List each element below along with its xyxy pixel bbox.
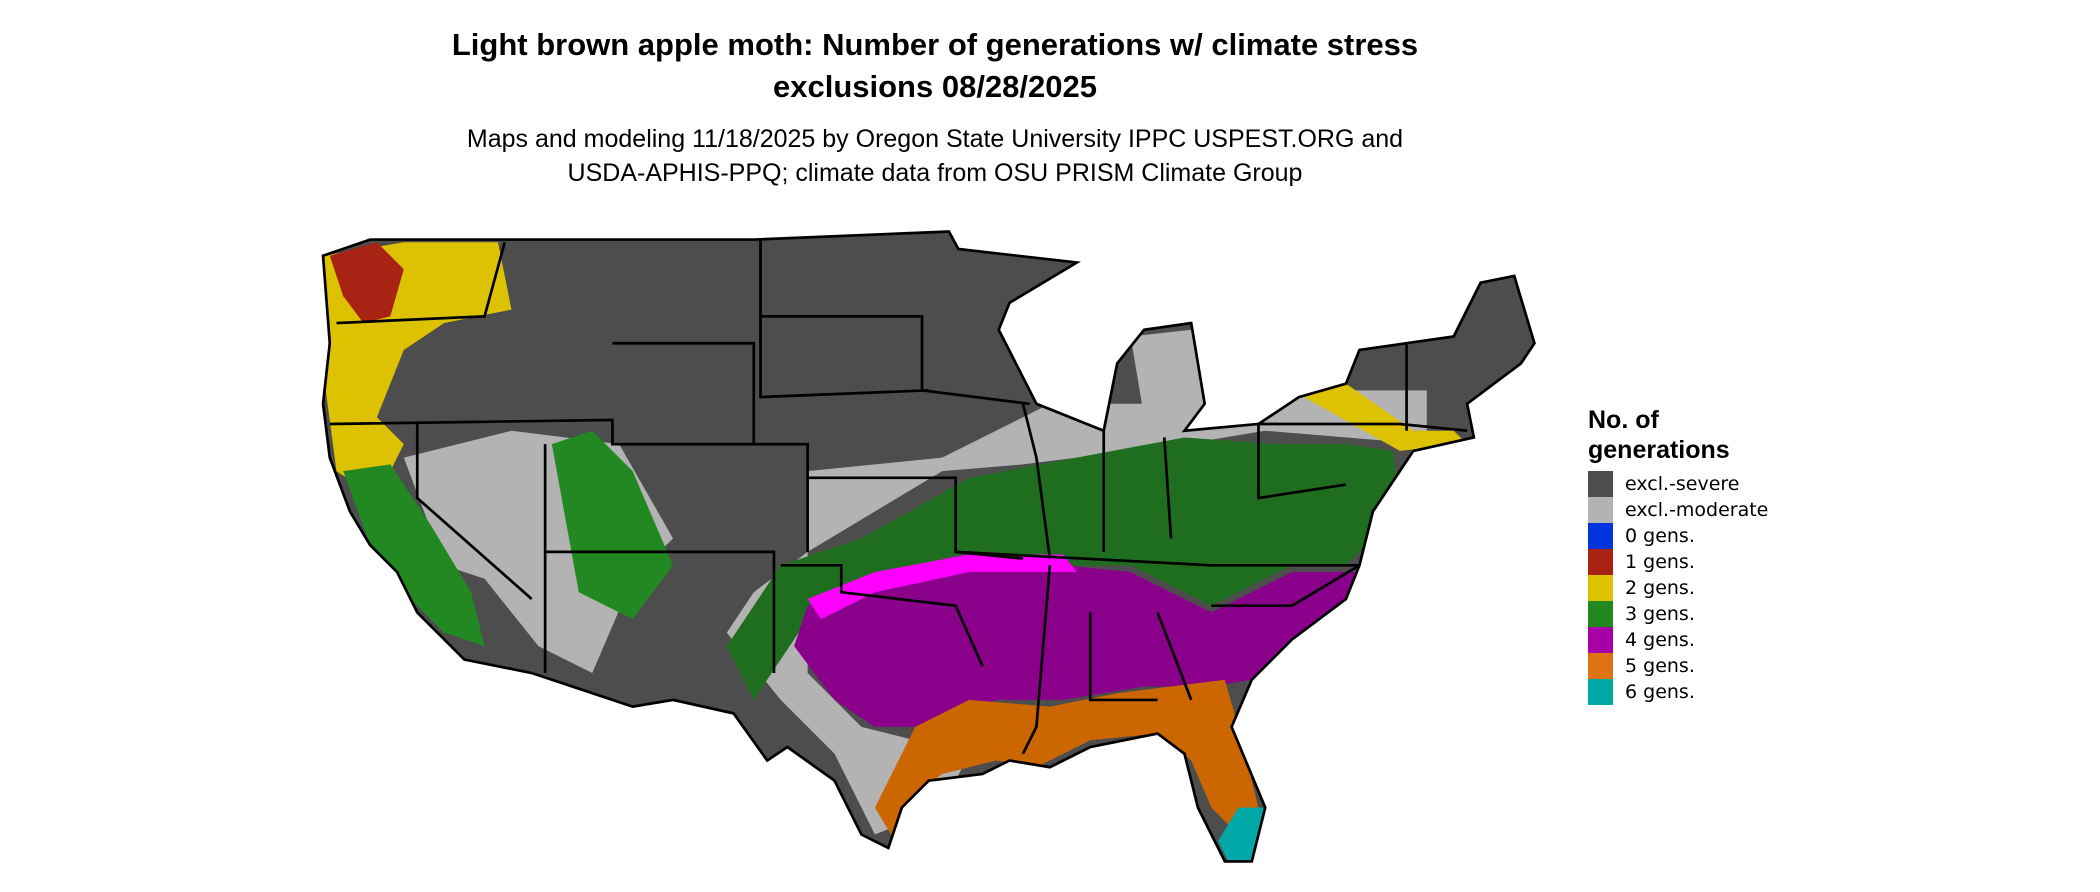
legend-swatch (1588, 601, 1613, 627)
region-4-gens-southeast (794, 558, 1367, 727)
legend-label: 3 gens. (1625, 603, 1695, 625)
region-excl-moderate-plains (726, 390, 1427, 835)
region-5-gens-gulf (874, 679, 1259, 842)
us-border (321, 230, 1536, 863)
region-1-gens-cascades (329, 242, 404, 324)
legend-label: excl.-severe (1625, 473, 1740, 495)
legend-item: excl.-severe (1588, 471, 1768, 497)
legend-title: No. of generations (1588, 405, 1768, 465)
legend-label: 4 gens. (1625, 629, 1695, 651)
legend: No. of generations excl.-severe excl.-mod… (1588, 405, 1768, 705)
legend-label: 6 gens. (1625, 681, 1695, 703)
region-3-gens-utah-az (551, 430, 673, 620)
legend-item: 1 gens. (1588, 549, 1768, 575)
legend-label: 2 gens. (1625, 577, 1695, 599)
chart-subtitle-line-2: USDA-APHIS-PPQ; climate data from OSU PR… (567, 159, 1303, 187)
legend-item: excl.-moderate (1588, 497, 1768, 523)
legend-swatch (1588, 549, 1613, 575)
legend-item: 5 gens. (1588, 653, 1768, 679)
legend-items: excl.-severe excl.-moderate 0 gens. 1 gens.… (1588, 471, 1768, 705)
legend-label: excl.-moderate (1625, 499, 1769, 521)
chart-title-line-1: Light brown apple moth: Number of genera… (451, 27, 1419, 62)
chart-subtitle-line-1: Maps and modeling 11/18/2025 by Oregon S… (466, 125, 1404, 153)
legend-swatch (1588, 627, 1613, 653)
region-3-gens-central (726, 437, 1400, 700)
region-2-gens-northeast (1292, 383, 1468, 451)
legend-title-line-1: No. of (1588, 406, 1659, 434)
region-3-gens-california (343, 464, 485, 647)
legend-label: 1 gens. (1625, 551, 1695, 573)
legend-item: 0 gens. (1588, 523, 1768, 549)
legend-item: 4 gens. (1588, 627, 1768, 653)
chart-subtitle: Maps and modeling 11/18/2025 by Oregon S… (0, 122, 1870, 190)
region-4-gens-magenta-fringe (807, 554, 1077, 620)
legend-swatch (1588, 471, 1613, 497)
chart-title: Light brown apple moth: Number of genera… (0, 24, 1870, 108)
legend-swatch (1588, 679, 1613, 705)
state-borders (329, 239, 1468, 755)
legend-swatch (1588, 497, 1613, 523)
chart-title-line-2: exclusions 08/28/2025 (772, 69, 1097, 104)
legend-title-line-2: generations (1588, 436, 1730, 464)
region-excl-moderate-michigan (1130, 329, 1205, 418)
legend-swatch (1588, 653, 1613, 679)
legend-label: 0 gens. (1625, 525, 1695, 547)
legend-label: 5 gens. (1625, 655, 1695, 677)
legend-item: 3 gens. (1588, 601, 1768, 627)
legend-item: 6 gens. (1588, 679, 1768, 705)
legend-item: 2 gens. (1588, 575, 1768, 601)
legend-swatch (1588, 523, 1613, 549)
legend-swatch (1588, 575, 1613, 601)
